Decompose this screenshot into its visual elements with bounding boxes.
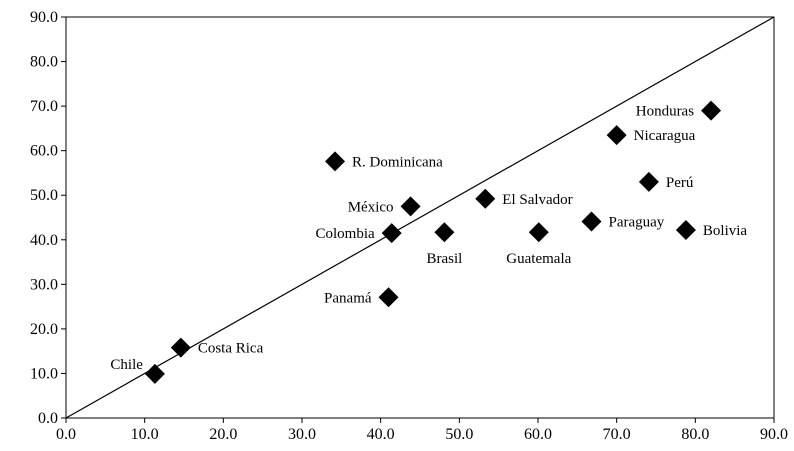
x-tick-label: 30.0	[288, 426, 316, 443]
data-label: Chile	[110, 357, 143, 373]
data-label: Perú	[666, 175, 694, 191]
y-tick-label: 60.0	[30, 143, 58, 160]
x-tick-label: 80.0	[681, 426, 709, 443]
data-label: Panamá	[324, 290, 372, 306]
x-tick-label: 50.0	[445, 426, 473, 443]
reference-line	[65, 16, 775, 419]
data-label: R. Dominicana	[352, 154, 443, 170]
y-tick-label: 10.0	[30, 365, 58, 382]
y-tick-label: 20.0	[30, 321, 58, 338]
y-tick-label: 90.0	[30, 9, 58, 26]
x-tick-label: 90.0	[760, 426, 788, 443]
data-label: Colombia	[316, 226, 376, 242]
data-point	[378, 287, 399, 308]
data-point	[638, 171, 659, 192]
y-tick-label: 70.0	[30, 98, 58, 115]
y-tick-label: 50.0	[30, 187, 58, 204]
x-tick-label: 10.0	[131, 426, 159, 443]
x-tick-label: 70.0	[603, 426, 631, 443]
data-label: Honduras	[636, 104, 694, 120]
data-label: Nicaragua	[634, 128, 696, 144]
x-tick-label: 60.0	[524, 426, 552, 443]
data-point	[528, 222, 549, 243]
data-label: El Salvador	[502, 192, 572, 208]
data-label: Paraguay	[608, 215, 664, 231]
y-tick-label: 30.0	[30, 276, 58, 293]
data-point	[144, 363, 165, 384]
data-point	[400, 196, 421, 217]
data-point	[475, 188, 496, 209]
data-point	[170, 337, 191, 358]
data-point	[325, 151, 346, 172]
data-label: Bolivia	[703, 223, 748, 239]
data-point	[606, 125, 627, 146]
data-point	[675, 219, 696, 240]
data-label: México	[348, 199, 394, 215]
x-tick-label: 20.0	[209, 426, 237, 443]
y-tick-label: 40.0	[30, 232, 58, 249]
data-point	[701, 100, 722, 121]
data-label: Costa Rica	[198, 341, 264, 357]
data-point	[434, 222, 455, 243]
y-tick-label: 0.0	[38, 410, 58, 427]
x-tick-label: 0.0	[56, 426, 76, 443]
x-tick-label: 40.0	[367, 426, 395, 443]
y-tick-label: 80.0	[30, 54, 58, 71]
data-label: Guatemala	[506, 251, 571, 267]
plot-frame	[65, 16, 775, 419]
data-point	[581, 211, 602, 232]
data-label: Brasil	[426, 251, 462, 267]
data-point	[381, 223, 402, 244]
